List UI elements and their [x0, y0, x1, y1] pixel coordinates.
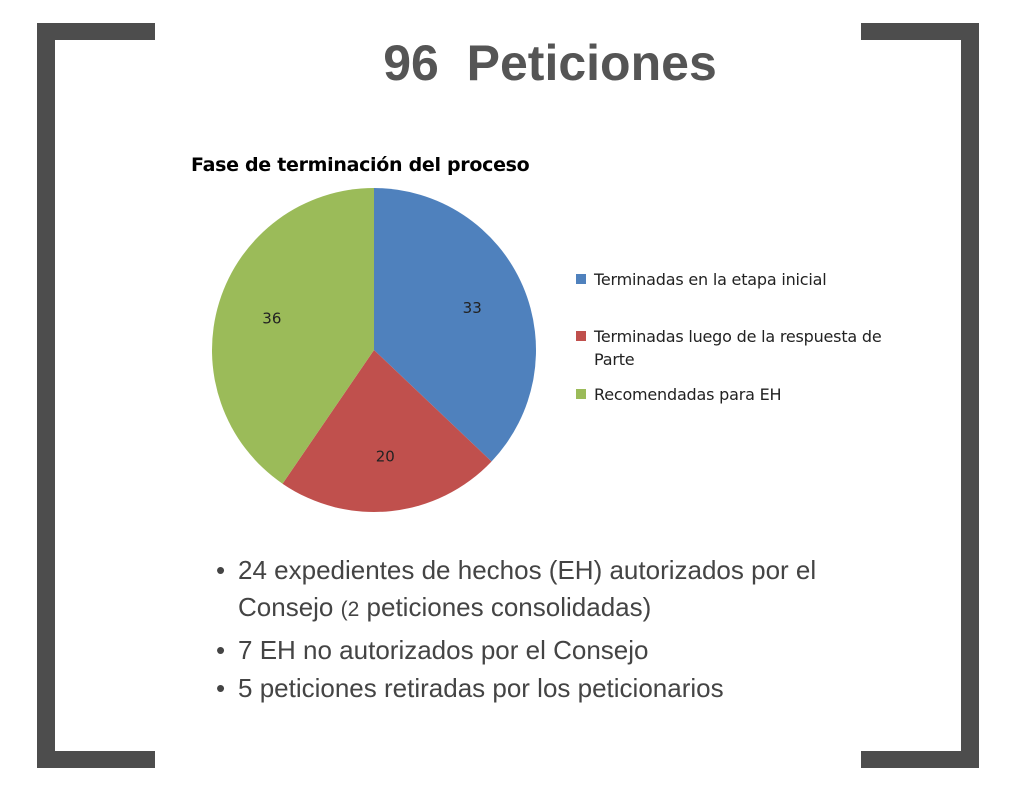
bullet-list: • 24 expedientes de hechos (EH) autoriza… — [216, 552, 906, 707]
legend-swatch-1 — [576, 274, 586, 284]
bullet-1-text-b: ) autorizados por el — [593, 555, 817, 585]
pie-slice-2 — [282, 350, 492, 512]
bullet-1-text-a: expedientes de hechos ( — [266, 555, 558, 585]
pie-data-label-3: 36 — [262, 309, 281, 327]
bullet-dot: • — [216, 635, 226, 665]
legend-label-2: Terminadas luego de la respuesta de Part… — [594, 327, 882, 369]
legend-item-1: Terminadas en la etapa inicial — [576, 268, 884, 291]
pie-data-label-2: 20 — [376, 447, 395, 465]
right-bracket-vertical — [961, 23, 979, 768]
bullet-dot: • — [216, 555, 226, 585]
pie-slice-3 — [212, 188, 374, 484]
bullet-3-text: peticiones retiradas por los peticionari… — [252, 673, 724, 703]
bullet-2-text: no autorizados por el Consejo — [295, 635, 649, 665]
bullet-1-line2-a: Consejo — [238, 592, 341, 622]
left-bracket-top — [37, 23, 155, 40]
chart-title: Fase de terminación del proceso — [191, 154, 530, 176]
right-bracket-top — [861, 23, 979, 40]
bullet-1-number: 24 — [238, 555, 267, 585]
bullet-2-number: 7 — [238, 635, 253, 665]
bullet-item-3: • 5 peticiones retiradas por los peticio… — [216, 670, 906, 707]
pie-data-label-1: 33 — [463, 299, 482, 317]
bullet-1-eh: EH — [557, 555, 594, 585]
bullet-1-line2-b: peticiones consolidadas) — [359, 592, 652, 622]
legend-label-1: Terminadas en la etapa inicial — [594, 270, 827, 289]
bullet-dot: • — [216, 673, 226, 703]
bullet-item-1: • 24 expedientes de hechos (EH) autoriza… — [216, 552, 906, 628]
page-title: 96 Peticiones — [383, 35, 717, 91]
legend-label-3: Recomendadas para EH — [594, 385, 782, 404]
left-bracket-vertical — [37, 23, 55, 768]
legend-swatch-3 — [576, 389, 586, 399]
legend-item-3: Recomendadas para EH — [576, 383, 884, 406]
bullet-item-2: • 7 EH no autorizados por el Consejo — [216, 632, 906, 669]
right-bracket-bottom — [861, 751, 979, 768]
legend-item-2: Terminadas luego de la respuesta de Part… — [576, 325, 884, 371]
pie-slice-1 — [374, 188, 536, 462]
bullet-2-eh: EH — [252, 635, 296, 665]
left-bracket-bottom — [37, 751, 155, 768]
legend-swatch-2 — [576, 331, 586, 341]
bullet-3-number: 5 — [238, 673, 253, 703]
bullet-1-paren: (2 — [340, 598, 360, 621]
